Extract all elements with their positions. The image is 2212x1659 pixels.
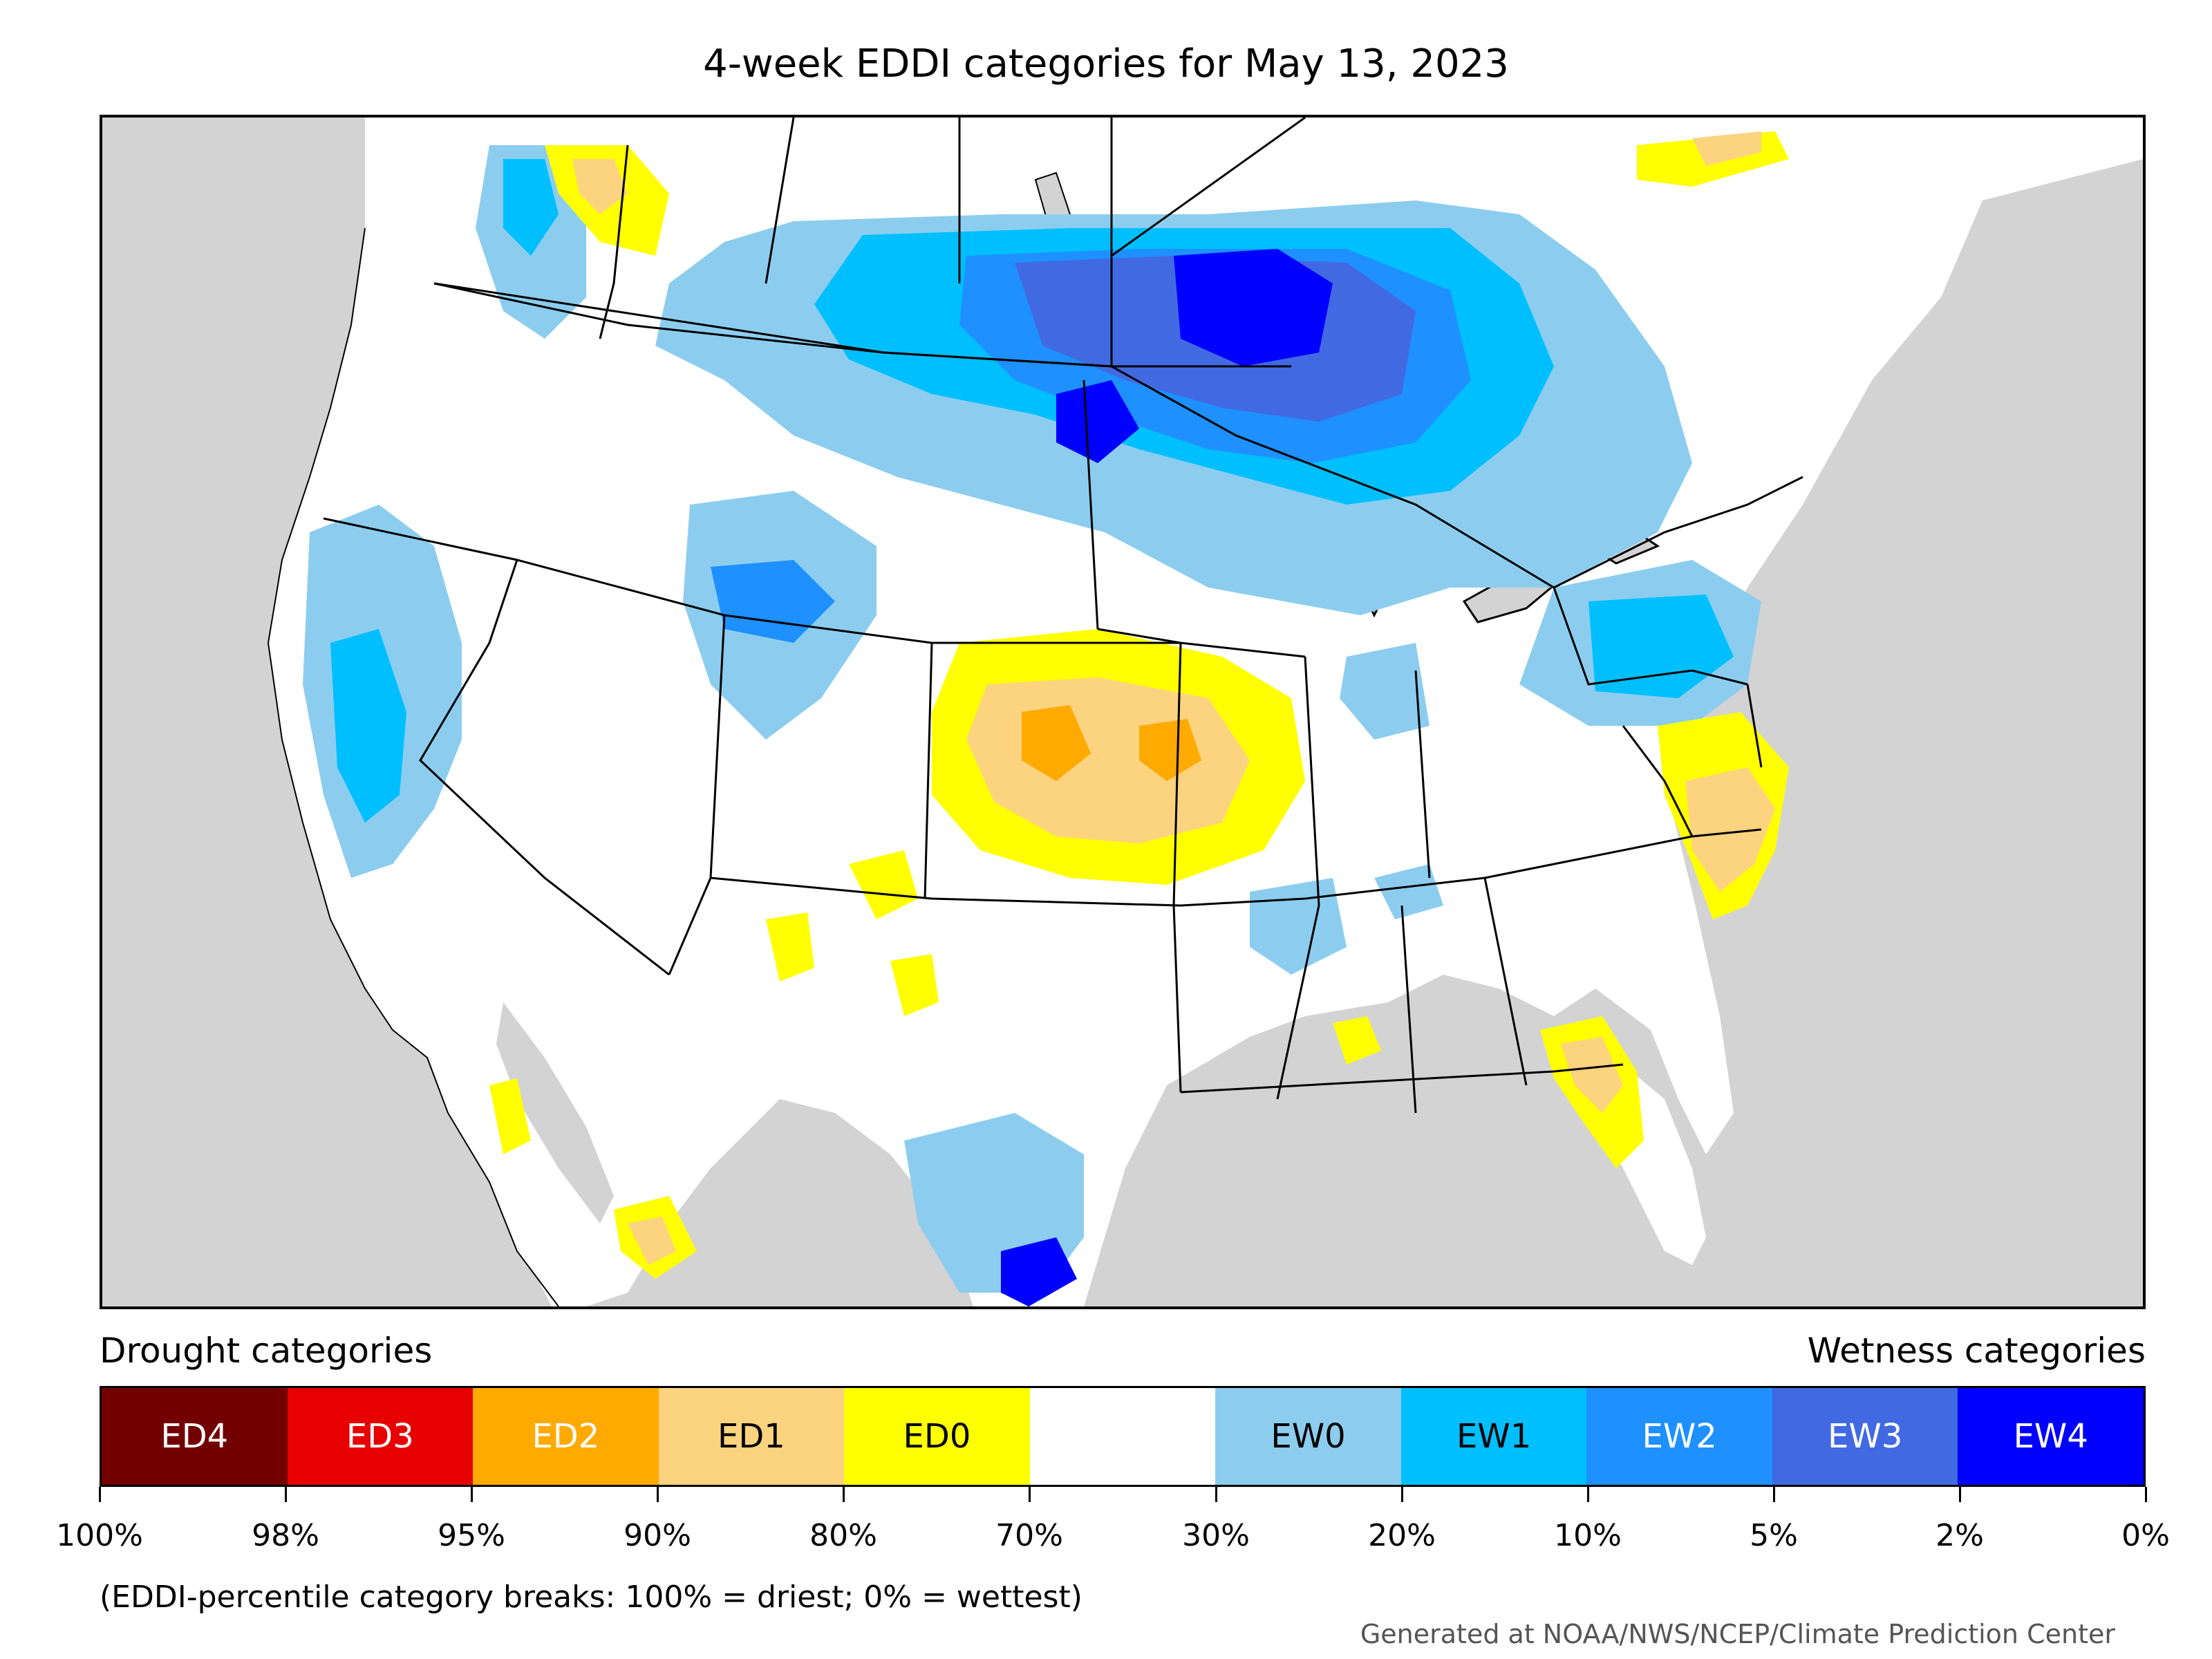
colorbar-segment-ed4: ED4 bbox=[102, 1388, 288, 1485]
tick-label: 30% bbox=[1182, 1518, 1250, 1553]
tick-label: 0% bbox=[2121, 1518, 2170, 1553]
colorbar-segment-ew2: EW2 bbox=[1586, 1388, 1772, 1485]
tick-mark bbox=[1959, 1487, 1961, 1502]
colorbar-segment-normal bbox=[1029, 1388, 1216, 1485]
wetness-regions bbox=[303, 145, 1761, 1306]
category-colorbar: ED4 ED3 ED2 ED1 ED0 EW0 EW1 EW2 EW3 EW4 bbox=[100, 1386, 2146, 1487]
us-canada-border bbox=[433, 282, 1803, 589]
tick-mark bbox=[1029, 1487, 1031, 1502]
baja-peninsula bbox=[448, 1009, 579, 1306]
coastline bbox=[267, 227, 559, 1306]
colorbar-segment-ed3: ED3 bbox=[287, 1388, 474, 1485]
tick-label: 90% bbox=[624, 1518, 691, 1553]
tick-label: 5% bbox=[1750, 1518, 1798, 1553]
wetness-categories-heading: Wetness categories bbox=[1807, 1331, 2146, 1371]
map-canvas bbox=[267, 118, 2143, 1306]
tick-label: 80% bbox=[809, 1518, 877, 1553]
category-note: (EDDI-percentile category breaks: 100% =… bbox=[100, 1580, 1082, 1615]
map-title: 4-week EDDI categories for May 13, 2023 bbox=[703, 41, 1509, 86]
tick-mark bbox=[657, 1487, 659, 1502]
tick-mark bbox=[471, 1487, 473, 1502]
tick-mark bbox=[2145, 1487, 2147, 1502]
colorbar-ticks: 100% 98% 95% 90% 80% 70% 30% 20% 10% 5% 2% 0% bbox=[56, 1487, 2170, 1553]
tick-mark bbox=[1587, 1487, 1589, 1502]
drought-regions bbox=[489, 131, 1789, 1279]
tick-mark bbox=[1401, 1487, 1403, 1502]
colorbar-segment-ed2: ED2 bbox=[473, 1388, 659, 1485]
gulf-of-mexico bbox=[1112, 1085, 1659, 1306]
eddi-map bbox=[100, 115, 2146, 1309]
tick-label: 98% bbox=[252, 1518, 319, 1553]
tick-mark bbox=[285, 1487, 287, 1502]
tick-label: 95% bbox=[438, 1518, 505, 1553]
tick-mark bbox=[99, 1487, 101, 1502]
tick-label: 20% bbox=[1368, 1518, 1436, 1553]
tick-label: 70% bbox=[995, 1518, 1063, 1553]
gulf-of-california bbox=[496, 1002, 614, 1224]
tick-label: 10% bbox=[1554, 1518, 1622, 1553]
tick-mark bbox=[1215, 1487, 1217, 1502]
colorbar-segment-ed1: ED1 bbox=[658, 1388, 845, 1485]
colorbar-segment-ed0: ED0 bbox=[844, 1388, 1030, 1485]
colorbar-segment-ew1: EW1 bbox=[1400, 1388, 1587, 1485]
credit-line: Generated at NOAA/NWS/NCEP/Climate Predi… bbox=[1360, 1619, 2115, 1649]
tick-mark bbox=[1773, 1487, 1775, 1502]
colorbar-segment-ew3: EW3 bbox=[1772, 1388, 1958, 1485]
drought-categories-heading: Drought categories bbox=[100, 1331, 433, 1371]
tick-label: 2% bbox=[1936, 1518, 1984, 1553]
colorbar-segment-ew4: EW4 bbox=[1958, 1388, 2144, 1485]
tick-mark bbox=[843, 1487, 845, 1502]
colorbar-segment-ew0: EW0 bbox=[1215, 1388, 1401, 1485]
tick-label: 100% bbox=[56, 1518, 143, 1553]
